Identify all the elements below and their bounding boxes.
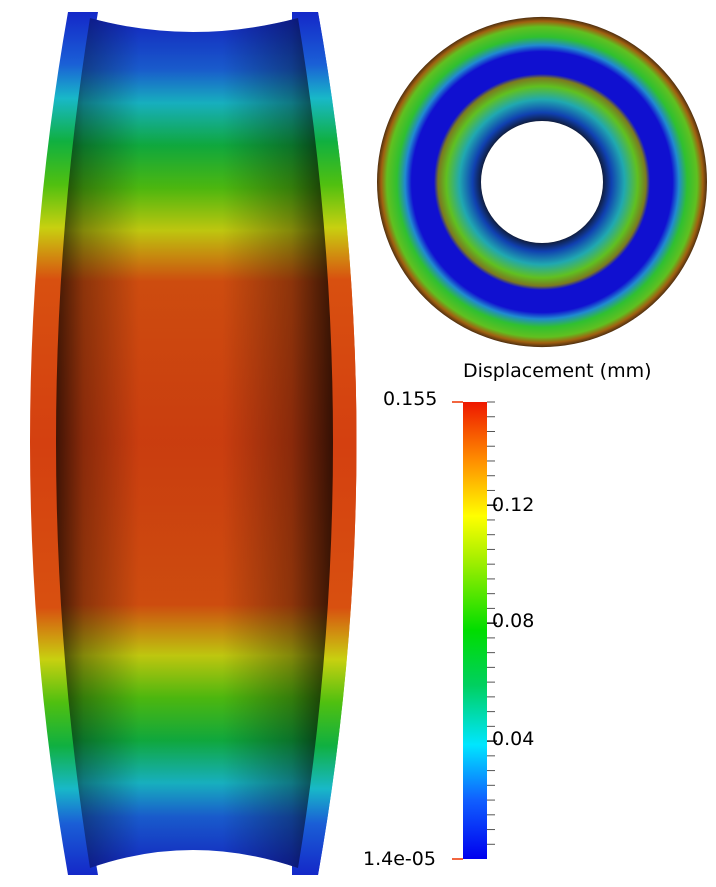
legend-tick-label: 0.08 (492, 610, 535, 632)
colorbar-gradient (463, 402, 487, 859)
colorbar (452, 401, 497, 860)
ring-shape (376, 16, 708, 348)
legend-tick-label: 0.04 (492, 728, 535, 750)
legend-min-label: 1.4e-05 (363, 848, 436, 870)
legend-max-label: 0.155 (383, 388, 438, 410)
left-wall (30, 12, 98, 875)
top-ring-view (376, 16, 708, 348)
colorbar-ticks (452, 401, 497, 860)
side-section-view (30, 12, 357, 875)
legend-tick-label: 0.12 (492, 494, 535, 516)
legend-title: Displacement (mm) (463, 360, 652, 382)
